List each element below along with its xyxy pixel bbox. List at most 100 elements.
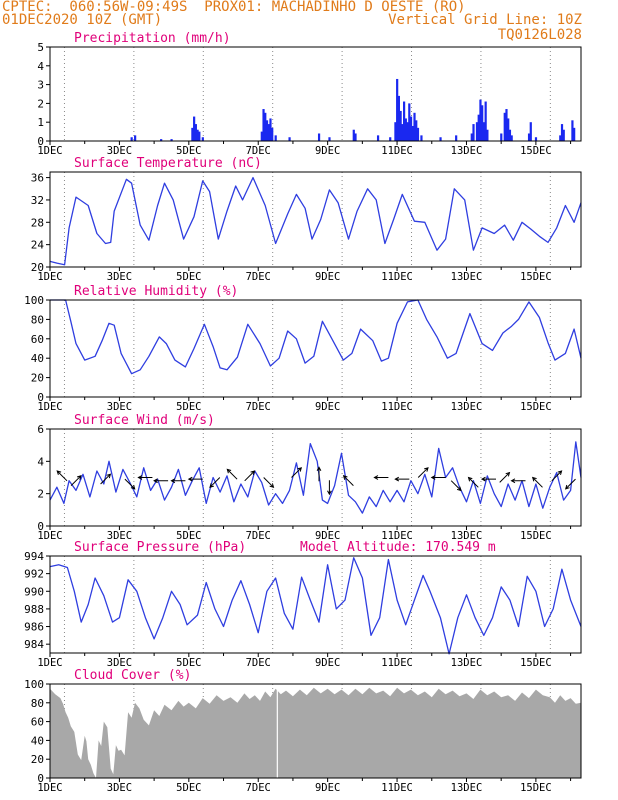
x-tick-label: 11DEC	[381, 401, 413, 413]
precip-bar	[508, 129, 512, 141]
y-tick-label: 2	[37, 488, 44, 501]
header-grid-note: Vertical Grid Line: 10Z	[388, 12, 582, 28]
precip-bar	[415, 120, 418, 141]
x-tick-label: 15DEC	[520, 530, 552, 542]
x-tick-label: 9DEC	[315, 530, 340, 542]
precip-bar	[376, 135, 380, 141]
panel-title: Cloud Cover (%)	[74, 668, 191, 683]
y-tick-label: 60	[31, 333, 44, 346]
x-tick-label: 7DEC	[246, 401, 271, 413]
panel-title: Surface Temperature (nC)	[74, 156, 262, 171]
wind-arrow	[291, 467, 303, 478]
precip-bar	[409, 116, 413, 141]
x-tick-label: 3DEC	[107, 782, 132, 794]
x-tick-label: 9DEC	[315, 401, 340, 413]
panel-pressure: 984 986 988 990 992 994 1DEC 3DEC 5DEC 7DEC 9DEC 11…	[24, 540, 582, 669]
y-tick-label: 5	[37, 41, 44, 54]
precip-bar	[527, 133, 531, 141]
precip-bar	[191, 127, 194, 141]
x-tick-label: 11DEC	[381, 271, 413, 283]
x-tick-label: 13DEC	[451, 401, 483, 413]
x-tick-label: 11DEC	[381, 657, 413, 669]
wind-arrow	[564, 478, 576, 490]
precip-bar	[274, 135, 277, 141]
y-tick-label: 990	[24, 585, 44, 598]
wind-arrow	[124, 478, 136, 490]
precip-bar	[271, 127, 274, 141]
x-tick-label: 7DEC	[246, 271, 271, 283]
precip-bar	[482, 122, 486, 141]
wind-arrow	[187, 476, 203, 482]
precip-bar	[562, 129, 565, 141]
precip-bar	[262, 109, 265, 141]
precip-bar	[484, 101, 487, 141]
precip-bar	[404, 118, 407, 141]
y-tick-label: 60	[31, 716, 44, 729]
precip-bar	[394, 122, 397, 141]
x-tick-label: 13DEC	[451, 145, 483, 157]
precip-bar	[194, 124, 197, 141]
precip-bar	[403, 101, 406, 141]
x-tick-label: 1DEC	[37, 271, 62, 283]
wind-arrow	[263, 477, 275, 489]
precip-bar	[201, 137, 204, 141]
precip-bar	[130, 137, 133, 141]
y-tick-label: 80	[31, 697, 44, 710]
wind-arrow	[480, 476, 496, 482]
precip-bar	[265, 120, 269, 141]
y-tick-label: 1	[37, 116, 44, 129]
wind-arrow	[209, 477, 221, 489]
wind-arrow	[417, 467, 429, 478]
precip-bar	[193, 116, 196, 141]
panel-precipitation: 0 1 2 3 4 5 1DEC 3DEC 5DEC 7DEC 9DEC 11DEC 13DEC 15DE…	[37, 31, 582, 157]
x-tick-label: 1DEC	[37, 401, 62, 413]
panel-title: Precipitation (mm/h)	[74, 31, 231, 46]
wind-arrow	[531, 476, 543, 488]
x-tick-label: 9DEC	[315, 782, 340, 794]
precip-bar	[479, 99, 482, 141]
y-tick-label: 100	[24, 678, 44, 691]
precip-bar	[196, 129, 199, 141]
x-tick-label: 7DEC	[246, 530, 271, 542]
precip-bar	[505, 109, 508, 141]
wind-arrow	[450, 480, 462, 492]
y-tick-label: 40	[31, 734, 44, 747]
precip-bar	[475, 122, 479, 141]
precip-bar	[470, 133, 473, 141]
precip-bar	[560, 124, 564, 141]
wind-arrow	[170, 478, 186, 484]
precip-bar	[352, 129, 355, 141]
x-tick-label: 1DEC	[37, 657, 62, 669]
y-tick-label: 4	[37, 60, 44, 73]
series-line	[49, 557, 582, 655]
x-tick-label: 11DEC	[381, 145, 413, 157]
x-tick-label: 9DEC	[315, 657, 340, 669]
x-tick-label: 1DEC	[37, 530, 62, 542]
panel-temperature: 20 24 28 32 36 1DEC 3DEC 5DEC 7DEC 9DEC 11DEC 13DEC…	[31, 156, 582, 283]
precip-bar	[401, 124, 404, 141]
y-tick-label: 4	[37, 455, 44, 468]
wind-arrow	[56, 470, 68, 482]
precip-bar	[529, 122, 532, 141]
precip-bar	[416, 127, 420, 141]
x-tick-label: 3DEC	[107, 271, 132, 283]
x-tick-label: 13DEC	[451, 271, 483, 283]
precip-bar	[317, 133, 321, 141]
precip-bar	[264, 112, 267, 141]
y-tick-label: 992	[24, 568, 44, 581]
x-tick-label: 15DEC	[520, 657, 552, 669]
y-tick-label: 3	[37, 79, 44, 92]
panel-note: Model Altitude: 170.549 m	[300, 540, 496, 555]
x-tick-label: 7DEC	[246, 657, 271, 669]
wind-arrow	[100, 473, 112, 485]
x-tick-label: 13DEC	[451, 657, 483, 669]
precip-bar	[160, 139, 163, 141]
panel-wind: 0 2 4 6 1DEC 3DEC 5DEC 7DEC 9DEC 11DEC 13DEC 15DEC S…	[37, 413, 582, 542]
y-tick-label: 986	[24, 621, 44, 634]
y-tick-label: 100	[24, 294, 44, 307]
precip-bar	[198, 131, 201, 141]
wind-arrow	[137, 475, 153, 480]
x-tick-label: 5DEC	[176, 657, 201, 669]
header-model-code: TQ0126L028	[497, 27, 582, 43]
